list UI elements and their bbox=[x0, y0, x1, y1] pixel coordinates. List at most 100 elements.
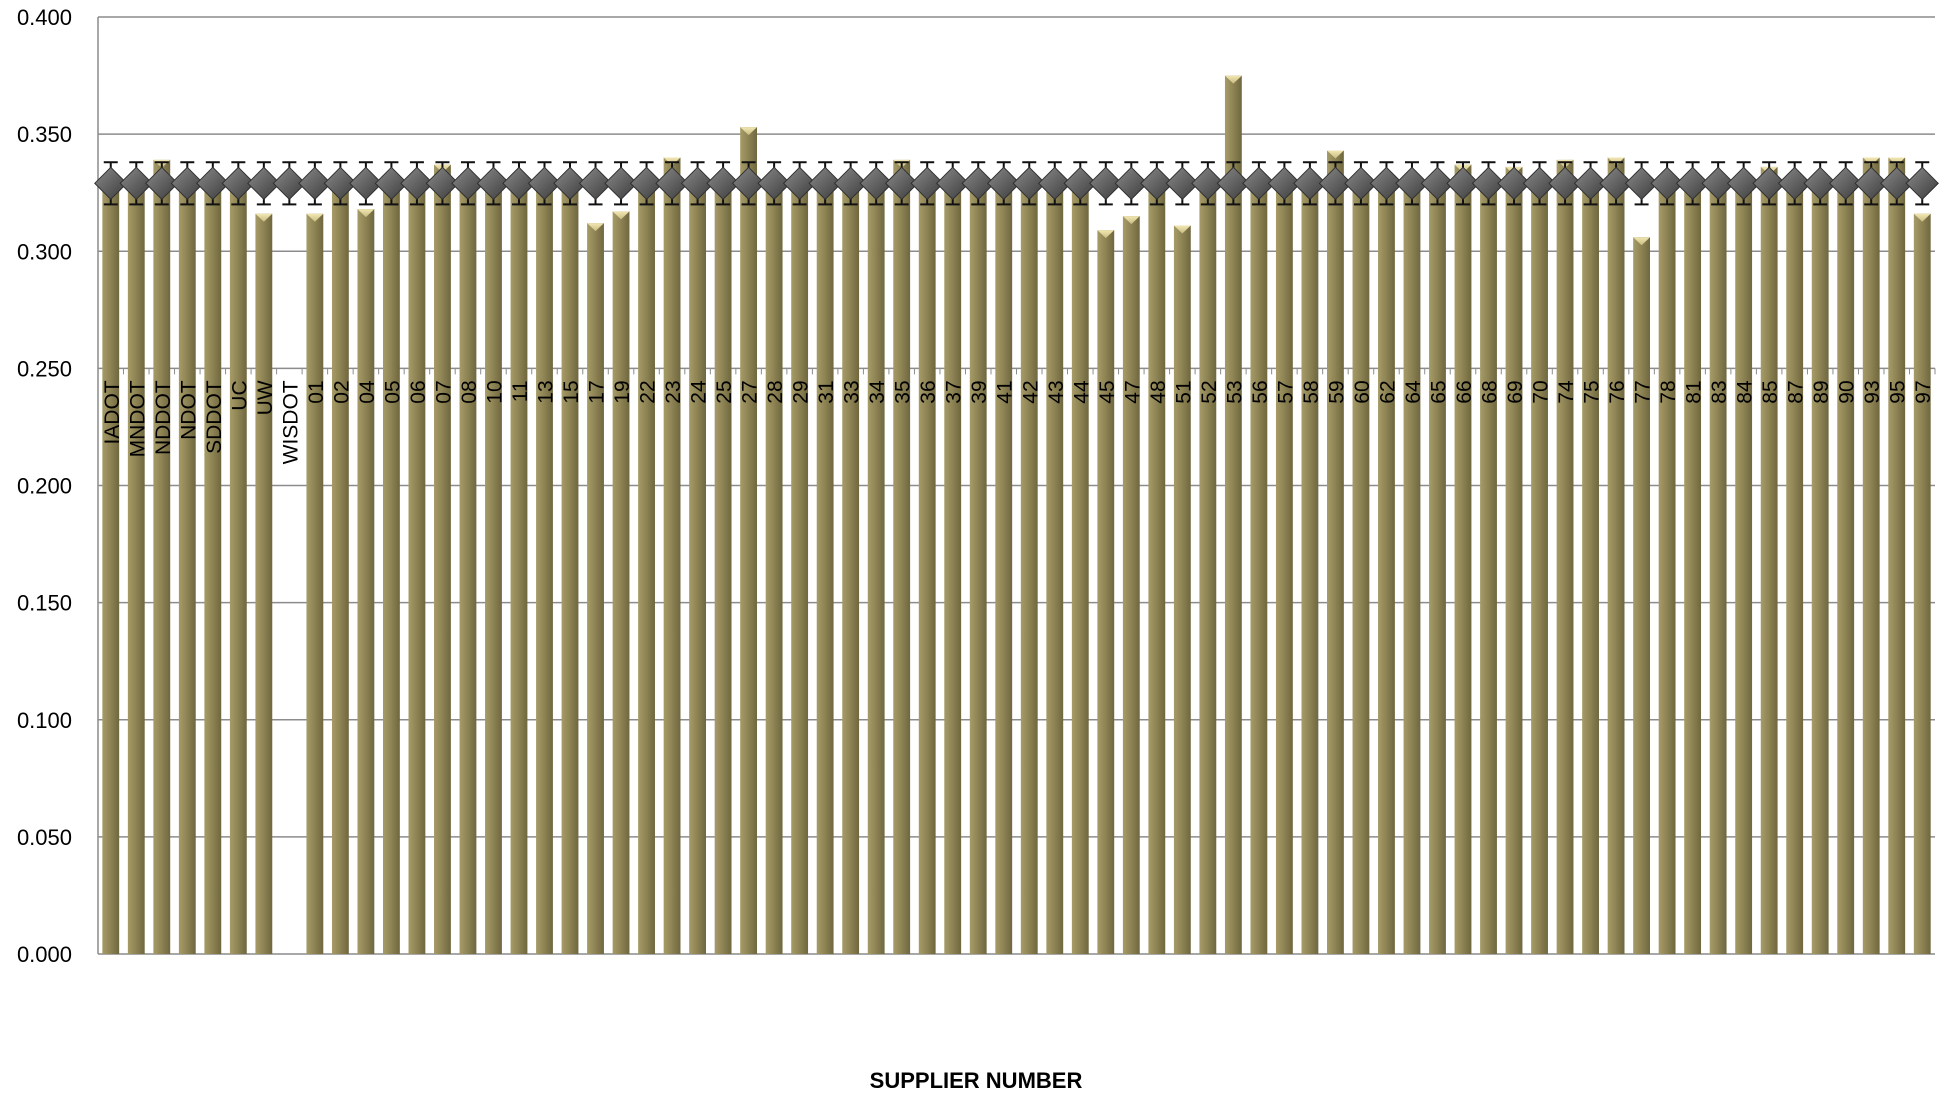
x-tick-label: IADOT bbox=[101, 380, 124, 444]
diamond-marker bbox=[1318, 166, 1353, 201]
diamond-marker bbox=[425, 166, 460, 201]
bar bbox=[1709, 183, 1727, 954]
bar bbox=[893, 159, 911, 954]
x-tick-label: 01 bbox=[305, 380, 328, 403]
x-tick-label: 97 bbox=[1912, 380, 1935, 403]
bar bbox=[434, 164, 451, 954]
x-tick-label: 27 bbox=[739, 380, 762, 403]
x-tick-label: 64 bbox=[1402, 380, 1425, 404]
bar bbox=[1275, 183, 1293, 954]
x-tick-label: 25 bbox=[713, 380, 736, 403]
diamond-marker bbox=[757, 166, 791, 201]
bar bbox=[1862, 157, 1880, 955]
bar bbox=[536, 183, 553, 954]
bar bbox=[1148, 183, 1166, 954]
diamond-marker bbox=[1854, 166, 1888, 201]
x-tick-label: 06 bbox=[407, 380, 430, 403]
diamond-marker bbox=[1599, 166, 1633, 201]
bar bbox=[1454, 164, 1472, 954]
bar bbox=[1735, 183, 1753, 954]
bar bbox=[1122, 216, 1140, 955]
bars bbox=[102, 75, 1931, 955]
x-tick-label: 87 bbox=[1785, 380, 1808, 403]
bar bbox=[1556, 159, 1574, 954]
x-tick-label: 65 bbox=[1427, 380, 1450, 403]
bar-cap bbox=[1327, 150, 1344, 159]
x-tick-label: UC bbox=[228, 380, 251, 410]
x-tick-label: 89 bbox=[1810, 380, 1833, 403]
diamond-marker bbox=[1471, 166, 1506, 201]
x-axis-ticks: IADOT MNDOT NDDOT NDOT SDDOT UC UW WISDOT 01 02 04… bbox=[97, 368, 1936, 464]
y-tick-label: 0.250 bbox=[17, 356, 72, 381]
bar bbox=[153, 159, 171, 954]
diamond-marker bbox=[655, 166, 689, 201]
x-tick-label: 62 bbox=[1376, 380, 1399, 403]
bar bbox=[689, 183, 706, 954]
diamond-marker bbox=[502, 166, 536, 201]
x-tick-label: 57 bbox=[1274, 380, 1297, 403]
x-tick-label: 58 bbox=[1300, 380, 1323, 403]
x-tick-label: 66 bbox=[1453, 380, 1476, 403]
x-tick-label: 07 bbox=[432, 380, 455, 403]
bar bbox=[1173, 225, 1191, 955]
diamond-marker bbox=[1140, 166, 1174, 201]
x-tick-label: 42 bbox=[1019, 380, 1042, 403]
x-tick-label: 48 bbox=[1147, 380, 1170, 403]
diamond-marker bbox=[553, 166, 587, 201]
x-tick-label: 23 bbox=[662, 380, 685, 403]
diamond-marker bbox=[94, 166, 128, 201]
diamond-marker bbox=[323, 166, 358, 201]
x-tick-label: 39 bbox=[968, 380, 991, 403]
diamond-marker bbox=[910, 166, 944, 201]
bar bbox=[1480, 183, 1497, 954]
diamond-marker bbox=[1395, 166, 1429, 201]
diamond-marker bbox=[987, 166, 1021, 201]
bar-cap bbox=[255, 213, 273, 222]
diamond-marker bbox=[1063, 166, 1097, 201]
x-tick-label: 70 bbox=[1530, 380, 1553, 403]
bar-cap bbox=[587, 223, 604, 232]
x-tick-label: 45 bbox=[1096, 380, 1119, 403]
bar bbox=[1352, 183, 1370, 954]
diamond-marker bbox=[1675, 166, 1710, 201]
bar bbox=[408, 183, 426, 954]
bar bbox=[714, 183, 732, 954]
bar bbox=[1250, 183, 1268, 954]
x-tick-label: 28 bbox=[764, 380, 787, 403]
bar bbox=[1607, 157, 1625, 955]
x-tick-label: 60 bbox=[1351, 380, 1374, 403]
diamond-marker bbox=[936, 166, 970, 201]
diamond-marker bbox=[298, 166, 332, 201]
bar bbox=[561, 183, 579, 954]
bar bbox=[1913, 213, 1931, 954]
diamond-marker bbox=[1242, 166, 1276, 201]
diamond-marker bbox=[1573, 166, 1608, 201]
x-tick-label: 11 bbox=[509, 380, 532, 402]
diamond-marker bbox=[782, 166, 817, 201]
diamond-marker bbox=[1905, 166, 1939, 201]
bar-cap bbox=[1913, 213, 1931, 222]
diamond-marker bbox=[1038, 166, 1072, 201]
x-tick-label: 69 bbox=[1504, 380, 1527, 403]
diamond-marker bbox=[1216, 166, 1251, 201]
bar bbox=[1071, 183, 1089, 954]
x-tick-label: 17 bbox=[586, 380, 609, 403]
x-tick-label: 19 bbox=[611, 380, 634, 403]
x-tick-label: 43 bbox=[1045, 380, 1068, 403]
x-tick-label: 75 bbox=[1581, 380, 1604, 403]
x-tick-label: 95 bbox=[1887, 380, 1910, 403]
x-tick-label: 34 bbox=[866, 380, 889, 404]
x-tick-label: WISDOT bbox=[279, 380, 302, 464]
diamond-marker bbox=[1624, 166, 1659, 201]
diamond-marker bbox=[374, 166, 409, 201]
x-tick-label: 36 bbox=[917, 380, 940, 403]
diamond-marker bbox=[1650, 166, 1684, 201]
x-tick-label: SDDOT bbox=[203, 380, 226, 454]
bar bbox=[127, 183, 145, 954]
bar bbox=[102, 183, 120, 954]
bar bbox=[357, 209, 375, 954]
bar bbox=[740, 127, 758, 954]
diamond-marker bbox=[1726, 166, 1761, 201]
diamond-marker bbox=[196, 166, 230, 201]
diamond-marker bbox=[1420, 166, 1455, 201]
